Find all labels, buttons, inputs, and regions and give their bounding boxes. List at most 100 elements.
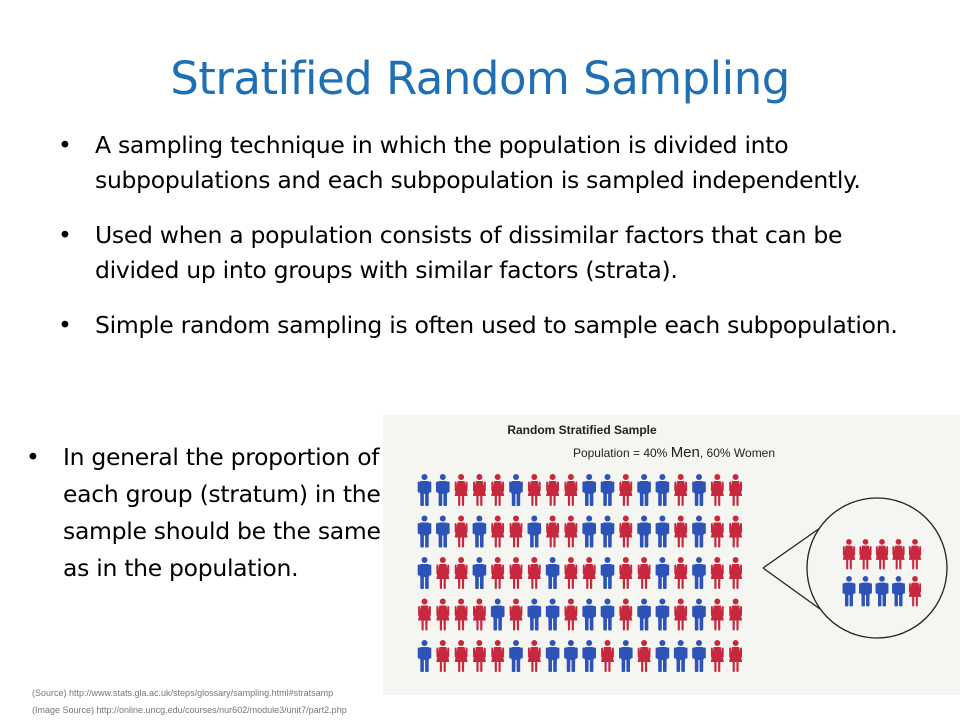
man-icon bbox=[600, 557, 615, 589]
woman-icon bbox=[472, 598, 486, 631]
man-icon bbox=[655, 598, 670, 631]
woman-icon bbox=[710, 598, 724, 631]
woman-icon bbox=[619, 515, 633, 548]
woman-icon bbox=[637, 557, 651, 589]
bullet-dot: • bbox=[58, 221, 72, 249]
woman-icon bbox=[892, 539, 905, 570]
woman-icon bbox=[546, 515, 560, 548]
man-icon bbox=[692, 598, 706, 631]
woman-icon bbox=[454, 640, 468, 672]
man-icon bbox=[655, 474, 670, 506]
woman-icon bbox=[509, 598, 523, 631]
woman-icon bbox=[454, 515, 468, 548]
man-icon bbox=[600, 515, 615, 548]
man-icon bbox=[472, 557, 487, 589]
man-icon bbox=[582, 515, 596, 548]
woman-icon bbox=[546, 474, 560, 506]
woman-icon bbox=[454, 557, 468, 589]
man-icon bbox=[417, 515, 432, 548]
man-icon bbox=[655, 640, 670, 672]
woman-icon bbox=[509, 515, 523, 548]
man-icon bbox=[842, 576, 856, 607]
source-link: (Source) http://www.stats.gla.ac.uk/step… bbox=[32, 688, 334, 698]
subtitle-women: Women bbox=[733, 446, 776, 460]
woman-icon bbox=[527, 557, 541, 589]
sample-circle bbox=[806, 497, 948, 639]
woman-icon bbox=[619, 474, 633, 506]
woman-icon bbox=[564, 474, 578, 506]
woman-icon bbox=[491, 640, 505, 672]
man-icon bbox=[436, 474, 450, 506]
bullet-dot: • bbox=[58, 311, 72, 339]
woman-icon bbox=[436, 598, 450, 631]
image-source-link: (Image Source) http://online.uncg.edu/co… bbox=[32, 705, 347, 715]
man-icon bbox=[417, 474, 432, 506]
bullet-dot: • bbox=[26, 443, 40, 471]
woman-icon bbox=[527, 640, 541, 672]
woman-icon bbox=[491, 515, 505, 548]
woman-icon bbox=[418, 598, 431, 631]
woman-icon bbox=[710, 474, 724, 506]
man-icon bbox=[527, 598, 542, 631]
subtitle-men: Men bbox=[670, 444, 700, 461]
woman-icon bbox=[674, 557, 688, 589]
man-icon bbox=[509, 474, 523, 506]
bullet-text: Simple random sampling is often used to … bbox=[95, 311, 898, 339]
bullet-text: A sampling technique in which the popula… bbox=[95, 131, 861, 194]
sources: (Source) http://www.stats.gla.ac.uk/step… bbox=[32, 685, 347, 719]
woman-icon bbox=[674, 598, 688, 631]
man-icon bbox=[692, 640, 706, 672]
subtitle-prefix: Population = 40% bbox=[572, 446, 671, 460]
woman-icon bbox=[637, 640, 651, 672]
woman-icon bbox=[729, 474, 743, 506]
woman-icon bbox=[601, 640, 614, 672]
man-icon bbox=[509, 640, 523, 672]
man-icon bbox=[436, 515, 450, 548]
man-icon bbox=[859, 576, 872, 607]
woman-icon bbox=[454, 474, 468, 506]
man-icon bbox=[692, 515, 706, 548]
woman-icon bbox=[564, 598, 578, 631]
man-icon bbox=[472, 515, 487, 548]
woman-icon bbox=[564, 515, 578, 548]
woman-icon bbox=[710, 640, 724, 672]
man-icon bbox=[619, 640, 633, 672]
woman-icon bbox=[582, 557, 596, 589]
man-icon bbox=[692, 474, 706, 506]
subtitle-sep: , 60% bbox=[699, 446, 734, 460]
woman-icon bbox=[908, 539, 922, 570]
bullet-text: Used when a population consists of dissi… bbox=[95, 221, 843, 284]
man-icon bbox=[600, 598, 615, 631]
woman-icon bbox=[875, 539, 889, 570]
woman-icon bbox=[729, 598, 743, 631]
man-icon bbox=[582, 598, 596, 631]
bullet-item: • A sampling technique in which the popul… bbox=[58, 128, 918, 198]
woman-icon bbox=[564, 557, 578, 589]
man-icon bbox=[545, 557, 560, 589]
figure-subtitle: Population = 40% Men, 60% Women bbox=[383, 444, 960, 461]
woman-icon bbox=[729, 557, 743, 589]
figure-title: Random Stratified Sample bbox=[507, 423, 657, 437]
man-icon bbox=[545, 640, 560, 672]
woman-icon bbox=[436, 557, 450, 589]
man-icon bbox=[673, 640, 688, 672]
man-icon bbox=[637, 515, 651, 548]
man-icon bbox=[417, 557, 432, 589]
bullet-item: • Used when a population consists of diss… bbox=[58, 218, 918, 288]
callout-lines bbox=[762, 527, 821, 610]
woman-icon bbox=[527, 474, 541, 506]
woman-icon bbox=[674, 515, 688, 548]
bullet-dot: • bbox=[58, 131, 72, 159]
main-bullet-list: • A sampling technique in which the popul… bbox=[58, 128, 918, 363]
woman-icon bbox=[908, 576, 922, 607]
man-icon bbox=[564, 640, 578, 672]
woman-icon bbox=[674, 474, 688, 506]
woman-icon bbox=[619, 557, 633, 589]
man-icon bbox=[692, 557, 706, 589]
woman-icon bbox=[491, 557, 505, 589]
people-grid bbox=[417, 474, 948, 672]
woman-icon bbox=[619, 598, 633, 631]
woman-icon bbox=[710, 515, 724, 548]
man-icon bbox=[892, 576, 905, 607]
woman-icon bbox=[472, 474, 486, 506]
